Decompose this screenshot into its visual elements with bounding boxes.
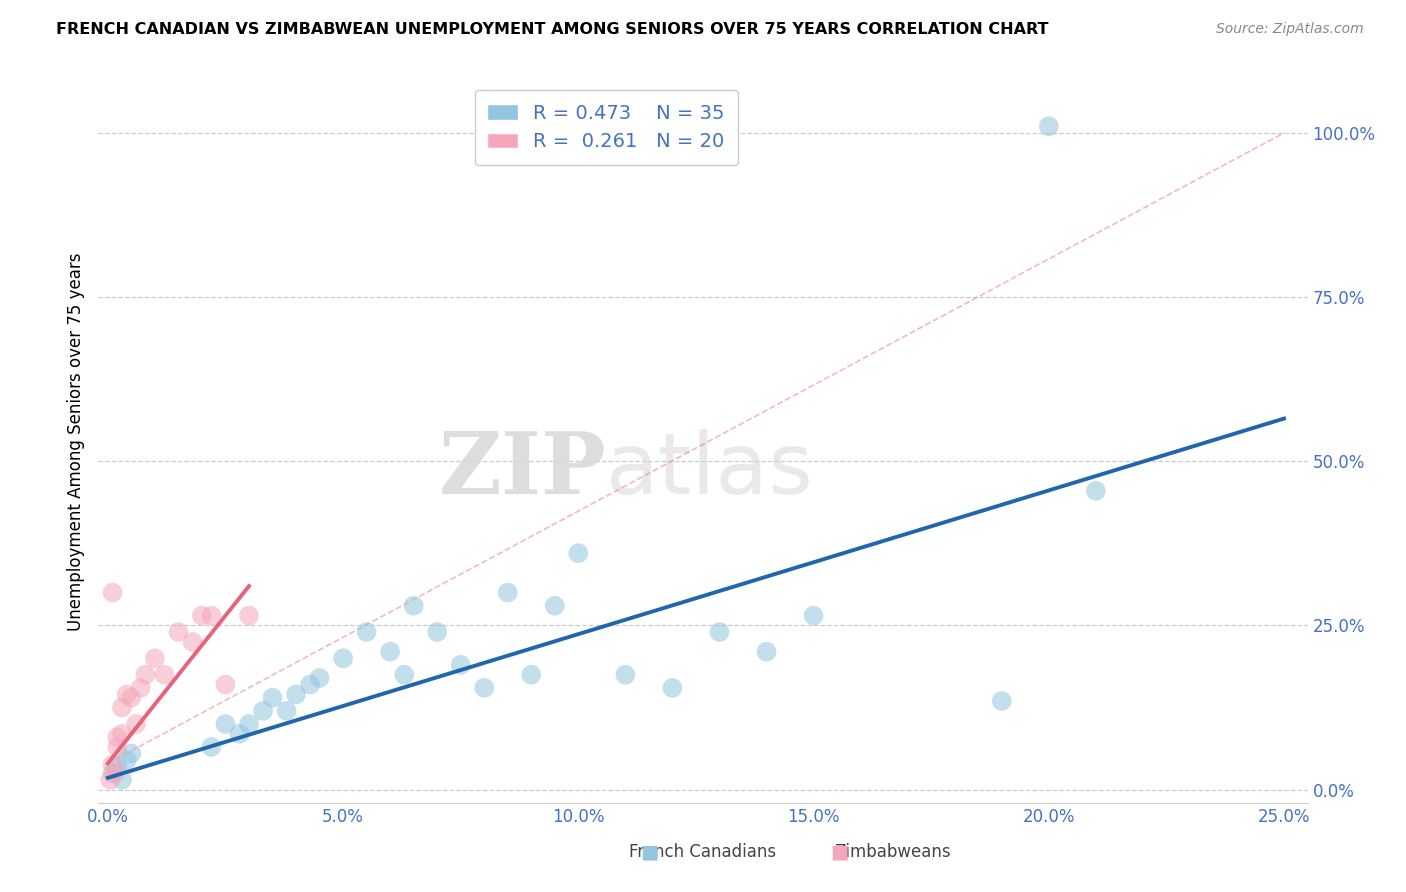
Point — [214, 717, 236, 731]
Point — [105, 739, 128, 754]
Point — [394, 667, 416, 681]
Point — [709, 625, 731, 640]
Point — [105, 760, 128, 774]
Point — [125, 717, 148, 731]
Point — [661, 681, 683, 695]
Point — [402, 599, 425, 613]
Point — [153, 667, 176, 681]
Point — [115, 753, 138, 767]
Point — [308, 671, 330, 685]
Point — [101, 585, 124, 599]
Point — [1038, 120, 1060, 134]
Point — [755, 645, 778, 659]
Text: ZIP: ZIP — [439, 428, 606, 512]
Point — [285, 687, 308, 701]
Point — [181, 635, 204, 649]
Point — [200, 608, 222, 623]
Point — [803, 608, 825, 623]
Text: French Canadians: French Canadians — [630, 843, 776, 861]
Point — [450, 657, 472, 672]
Point — [472, 681, 495, 695]
Y-axis label: Unemployment Among Seniors over 75 years: Unemployment Among Seniors over 75 years — [66, 252, 84, 631]
Point — [332, 651, 354, 665]
Point — [252, 704, 274, 718]
Point — [167, 625, 190, 640]
Point — [120, 747, 142, 761]
Point — [496, 585, 519, 599]
Point — [544, 599, 567, 613]
Point — [101, 757, 124, 772]
Point — [228, 727, 250, 741]
Point — [111, 700, 134, 714]
Point — [214, 677, 236, 691]
Point — [520, 667, 543, 681]
Point — [191, 608, 214, 623]
Point — [134, 667, 156, 681]
Point — [111, 772, 134, 787]
Point — [115, 687, 138, 701]
Point — [378, 645, 401, 659]
Legend: R = 0.473    N = 35, R =  0.261   N = 20: R = 0.473 N = 35, R = 0.261 N = 20 — [475, 90, 738, 165]
Point — [567, 546, 589, 560]
Point — [129, 681, 152, 695]
Text: atlas: atlas — [606, 429, 814, 512]
Text: ■: ■ — [640, 842, 659, 862]
Point — [506, 120, 529, 134]
Point — [262, 690, 284, 705]
Point — [105, 730, 128, 744]
Text: FRENCH CANADIAN VS ZIMBABWEAN UNEMPLOYMENT AMONG SENIORS OVER 75 YEARS CORRELATI: FRENCH CANADIAN VS ZIMBABWEAN UNEMPLOYME… — [56, 22, 1049, 37]
Point — [990, 694, 1012, 708]
Point — [98, 772, 121, 787]
Point — [276, 704, 298, 718]
Point — [299, 677, 322, 691]
Text: Source: ZipAtlas.com: Source: ZipAtlas.com — [1216, 22, 1364, 37]
Point — [143, 651, 166, 665]
Point — [111, 727, 134, 741]
Point — [614, 667, 637, 681]
Point — [238, 717, 260, 731]
Point — [120, 690, 142, 705]
Point — [426, 625, 449, 640]
Point — [101, 766, 124, 780]
Point — [356, 625, 378, 640]
Text: ■: ■ — [830, 842, 849, 862]
Text: Zimbabweans: Zimbabweans — [835, 843, 950, 861]
Point — [104, 766, 127, 780]
Point — [200, 739, 222, 754]
Point — [1084, 483, 1107, 498]
Point — [238, 608, 260, 623]
